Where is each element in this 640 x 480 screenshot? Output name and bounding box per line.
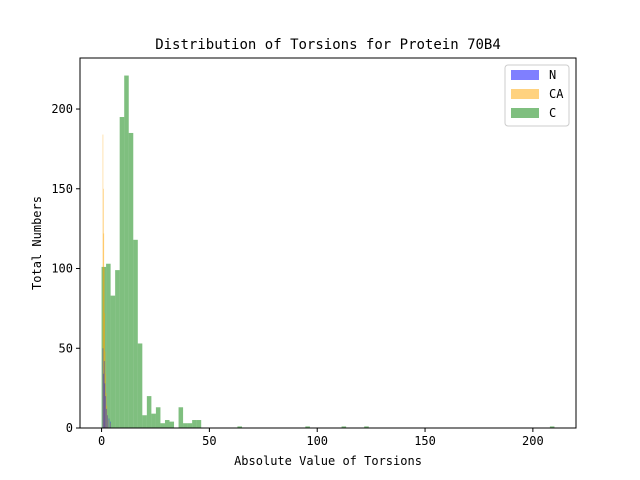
bar-c-12 xyxy=(155,407,161,428)
bar-c-10 xyxy=(146,396,152,428)
y-tick-label: 150 xyxy=(51,182,73,196)
bar-n-5 xyxy=(106,408,107,428)
bar-c-25 xyxy=(549,426,555,428)
legend: N CA C xyxy=(504,64,570,127)
plot-frame xyxy=(79,57,577,429)
y-tick-label: 200 xyxy=(51,102,73,116)
y-tick-label: 100 xyxy=(51,262,73,276)
bar-c-4 xyxy=(119,117,125,428)
x-tick-label: 150 xyxy=(414,434,436,448)
bar-ca-4 xyxy=(104,313,105,428)
x-axis-label: Absolute Value of Torsions xyxy=(234,454,422,468)
legend-swatch-ca xyxy=(511,89,539,99)
bar-c-24 xyxy=(364,426,369,428)
x-tick-label: 0 xyxy=(98,434,105,448)
x-axis-ticks: 0 50 100 150 200 xyxy=(98,428,544,448)
bar-c-18 xyxy=(187,423,193,428)
bar-ca-1 xyxy=(103,188,104,428)
bar-c-8 xyxy=(137,343,143,428)
bar-c-14 xyxy=(164,420,170,428)
bar-ca-7 xyxy=(105,392,107,428)
bar-c-3 xyxy=(115,270,120,428)
chart-title: Distribution of Torsions for Protein 70B… xyxy=(155,37,501,53)
x-tick-label: 200 xyxy=(522,434,544,448)
bar-c-19 xyxy=(192,420,197,428)
bar-c-13 xyxy=(160,423,165,428)
bars-layer xyxy=(101,75,555,429)
bar-n-0 xyxy=(102,348,104,428)
bar-c-15 xyxy=(169,421,175,428)
bar-c-20 xyxy=(196,420,202,428)
legend-swatch-c xyxy=(511,108,539,118)
y-axis-label: Total Numbers xyxy=(30,196,44,290)
bar-ca-2 xyxy=(103,233,105,428)
legend-label-n: N xyxy=(549,68,556,82)
bar-c-16 xyxy=(178,407,184,428)
legend-label-ca: CA xyxy=(549,87,564,101)
bar-n-8 xyxy=(110,421,111,428)
y-tick-label: 50 xyxy=(59,341,73,355)
bar-n-2 xyxy=(103,361,105,428)
bar-n-4 xyxy=(105,396,107,428)
bar-c-23 xyxy=(341,426,347,428)
bar-c-9 xyxy=(142,415,147,428)
legend-label-c: C xyxy=(549,106,556,120)
bar-c-5 xyxy=(124,75,129,428)
legend-swatch-n xyxy=(511,70,539,80)
bar-c-17 xyxy=(183,423,188,428)
bar-n-3 xyxy=(104,383,106,428)
bar-c-22 xyxy=(305,426,310,428)
bar-n-7 xyxy=(108,418,110,428)
bar-n-6 xyxy=(107,415,108,428)
bar-c-7 xyxy=(133,239,138,428)
bar-c-2 xyxy=(110,295,116,428)
x-tick-label: 50 xyxy=(202,434,216,448)
y-tick-label: 0 xyxy=(66,421,73,435)
bar-c-11 xyxy=(151,413,156,428)
bar-ca-0 xyxy=(102,134,104,429)
y-axis-ticks: 0 50 100 150 200 xyxy=(51,102,80,435)
bar-c-6 xyxy=(128,132,134,428)
bar-n-1 xyxy=(103,373,104,428)
bar-ca-3 xyxy=(103,268,105,428)
bar-c-1 xyxy=(106,263,111,428)
bar-c-21 xyxy=(237,426,242,428)
x-tick-label: 100 xyxy=(306,434,328,448)
